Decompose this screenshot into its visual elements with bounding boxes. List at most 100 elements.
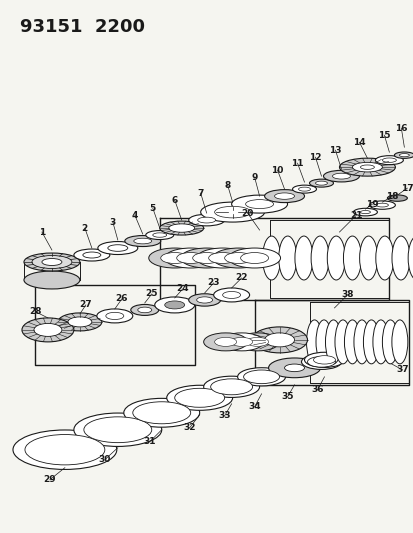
Ellipse shape	[208, 253, 236, 263]
Text: 15: 15	[377, 131, 390, 140]
Text: 14: 14	[352, 138, 365, 147]
Ellipse shape	[375, 236, 393, 280]
Text: 35: 35	[280, 392, 293, 401]
Ellipse shape	[268, 358, 320, 378]
Ellipse shape	[123, 398, 199, 427]
Ellipse shape	[351, 163, 382, 172]
Text: 30: 30	[98, 455, 111, 464]
Ellipse shape	[363, 320, 378, 364]
Ellipse shape	[42, 259, 62, 265]
Ellipse shape	[74, 413, 161, 447]
Ellipse shape	[24, 271, 80, 289]
Ellipse shape	[138, 307, 152, 313]
Ellipse shape	[399, 154, 408, 157]
Ellipse shape	[298, 187, 310, 191]
Ellipse shape	[188, 214, 224, 226]
Ellipse shape	[246, 337, 268, 346]
Text: 3: 3	[109, 217, 116, 227]
Ellipse shape	[382, 158, 395, 163]
Ellipse shape	[359, 236, 377, 280]
Ellipse shape	[301, 354, 341, 369]
Text: 20: 20	[241, 208, 253, 217]
Text: 8: 8	[224, 181, 230, 190]
Ellipse shape	[310, 236, 328, 280]
Ellipse shape	[262, 236, 280, 280]
Text: 36: 36	[311, 385, 323, 394]
Ellipse shape	[174, 389, 224, 407]
Text: 10: 10	[271, 166, 283, 175]
Ellipse shape	[245, 199, 273, 208]
Ellipse shape	[159, 221, 203, 235]
Ellipse shape	[391, 236, 409, 280]
Ellipse shape	[306, 320, 322, 364]
Ellipse shape	[334, 320, 350, 364]
Ellipse shape	[203, 333, 247, 351]
Ellipse shape	[231, 195, 287, 213]
Ellipse shape	[212, 248, 264, 268]
Text: 6: 6	[171, 196, 178, 205]
Text: 29: 29	[43, 475, 56, 484]
Ellipse shape	[145, 231, 173, 239]
Ellipse shape	[294, 236, 312, 280]
Ellipse shape	[222, 292, 240, 298]
Text: 18: 18	[385, 191, 398, 200]
Ellipse shape	[148, 248, 200, 268]
Ellipse shape	[133, 402, 190, 424]
Ellipse shape	[213, 288, 249, 302]
Text: 32: 32	[183, 423, 195, 432]
Ellipse shape	[309, 179, 332, 187]
Ellipse shape	[237, 368, 285, 386]
Ellipse shape	[106, 312, 123, 319]
Ellipse shape	[68, 317, 92, 327]
Ellipse shape	[133, 238, 152, 244]
Ellipse shape	[154, 297, 194, 313]
Ellipse shape	[230, 337, 252, 346]
Text: 38: 38	[340, 290, 353, 300]
Ellipse shape	[353, 208, 377, 216]
Ellipse shape	[313, 356, 335, 364]
Text: 1: 1	[39, 228, 45, 237]
Text: 23: 23	[207, 278, 219, 287]
Text: 21: 21	[349, 211, 362, 220]
Ellipse shape	[107, 245, 128, 252]
Text: 13: 13	[328, 146, 341, 155]
Text: 7: 7	[197, 189, 203, 198]
Ellipse shape	[58, 313, 102, 331]
Ellipse shape	[360, 211, 370, 214]
Ellipse shape	[344, 320, 360, 364]
Ellipse shape	[315, 181, 327, 185]
Ellipse shape	[152, 233, 166, 237]
Ellipse shape	[214, 206, 250, 218]
Ellipse shape	[264, 333, 294, 347]
Ellipse shape	[375, 156, 402, 165]
Ellipse shape	[391, 320, 407, 364]
Ellipse shape	[368, 201, 394, 209]
Ellipse shape	[382, 320, 397, 364]
Ellipse shape	[240, 253, 268, 263]
Ellipse shape	[22, 318, 74, 342]
Text: 34: 34	[248, 402, 260, 411]
Ellipse shape	[243, 370, 279, 384]
Text: 12: 12	[309, 152, 321, 161]
Ellipse shape	[387, 195, 406, 201]
Ellipse shape	[196, 297, 212, 303]
Ellipse shape	[164, 301, 184, 309]
Text: 11: 11	[291, 159, 303, 168]
Ellipse shape	[264, 190, 304, 203]
Ellipse shape	[214, 337, 236, 346]
Ellipse shape	[307, 357, 335, 367]
Ellipse shape	[166, 385, 232, 410]
Ellipse shape	[32, 255, 72, 269]
Ellipse shape	[180, 248, 232, 268]
Ellipse shape	[278, 236, 296, 280]
Text: 24: 24	[176, 285, 189, 294]
Ellipse shape	[325, 320, 341, 364]
Text: 28: 28	[30, 308, 42, 317]
Ellipse shape	[304, 352, 344, 367]
Text: 9: 9	[251, 173, 257, 182]
Ellipse shape	[124, 236, 160, 247]
Ellipse shape	[323, 171, 358, 182]
Ellipse shape	[192, 253, 220, 263]
Ellipse shape	[235, 333, 279, 351]
Ellipse shape	[24, 253, 80, 271]
